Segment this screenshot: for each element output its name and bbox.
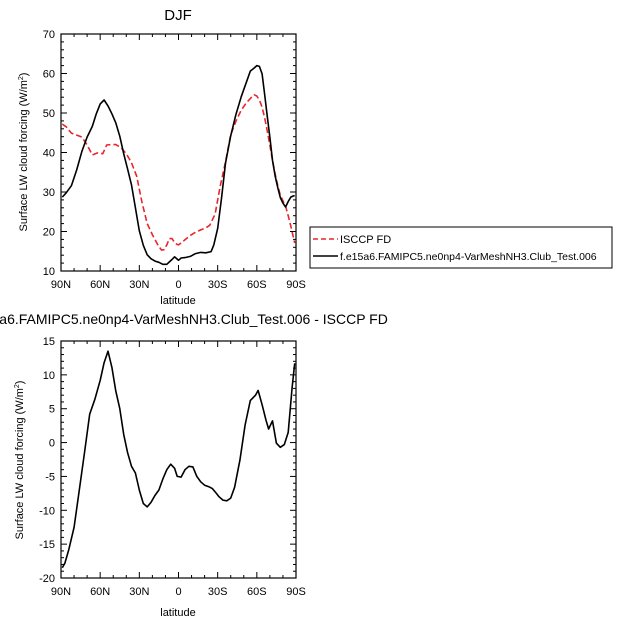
chart-top-xtick-label: 0 (175, 279, 181, 291)
chart-top-ytick-label: 20 (43, 227, 55, 239)
chart-bottom-xtick-label: 60N (90, 586, 110, 598)
chart-bottom-ytick-label: -20 (39, 573, 55, 585)
chart-top: DJF 90N 60N 30N 0 30S 60S 90S 10 20 30 40 50 60 70 la… (18, 7, 306, 307)
chart-bottom-ytick-label: -15 (39, 539, 55, 551)
chart-top-series-line-0 (61, 94, 296, 251)
chart-bottom-xtick-label: 90S (286, 586, 306, 598)
chart-top-ytick-label: 60 (43, 69, 55, 81)
chart-top-series (61, 64, 296, 266)
chart-bottom-xtick-label: 30S (208, 586, 228, 598)
chart-bottom-title: f.e15a6.FAMIPC5.ne0np4-VarMeshNH3.Club_T… (0, 311, 388, 327)
chart-bottom-xtick-label: 90N (51, 586, 71, 598)
chart-top-ylabel: Surface LW cloud forcing (W/m2) (18, 73, 30, 232)
chart-top-xtick-label: 60N (90, 279, 110, 291)
chart-top-ylabel-superscript: 2 (18, 76, 25, 80)
legend-label-isccp: ISCCP FD (340, 234, 391, 246)
chart-top-ytick-label: 10 (43, 266, 55, 278)
chart-bottom-xtick-label: 60S (247, 586, 267, 598)
chart-top-ytick-label: 70 (43, 29, 55, 41)
chart-top-series-line-1 (61, 64, 295, 266)
chart-top-ytick-label: 50 (43, 108, 55, 120)
chart-bottom-ylabel: Surface LW cloud forcing (W/m2) (14, 381, 26, 540)
chart-bottom: f.e15a6.FAMIPC5.ne0np4-VarMeshNH3.Club_T… (0, 311, 388, 619)
chart-bottom-ytick-label: 10 (43, 370, 55, 382)
chart-top-xtick-label: 30N (129, 279, 149, 291)
chart-top-ytick-label: 40 (43, 148, 55, 160)
chart-top-ylabel-text: Surface LW cloud forcing (W/m (18, 80, 30, 231)
chart-bottom-ytick-label: -5 (45, 471, 55, 483)
chart-top-xtick-label: 90N (51, 279, 71, 291)
chart-top-xlabel: latitude (160, 295, 195, 307)
chart-bottom-ylabel-superscript: 2 (14, 384, 21, 388)
legend-box (309, 226, 613, 269)
chart-top-xtick-label: 30S (208, 279, 228, 291)
legend-label-model: f.e15a6.FAMIPC5.ne0np4-VarMeshNH3.Club_T… (340, 251, 597, 263)
chart-bottom-xtick-label: 0 (175, 586, 181, 598)
chart-top-xtick-label: 90S (286, 279, 306, 291)
chart-bottom-xlabel: latitude (160, 607, 195, 619)
chart-bottom-ytick-label: 15 (43, 336, 55, 348)
chart-bottom-ytick-label: -10 (39, 505, 55, 517)
chart-bottom-ylabel-close: ) (14, 381, 26, 385)
chart-top-ylabel-close: ) (18, 73, 30, 77)
chart-top-ticks: 90N 60N 30N 0 30S 60S 90S 10 20 30 40 50 60 70 (43, 29, 306, 291)
chart-bottom-ytick-label: 5 (49, 404, 55, 416)
chart-bottom-ytick-label: 0 (49, 438, 55, 450)
chart-top-title: DJF (164, 7, 192, 24)
chart-bottom-series-line-0 (61, 350, 296, 569)
chart-bottom-series (61, 350, 296, 569)
chart-bottom-plot-area (60, 340, 297, 579)
chart-bottom-xtick-label: 30N (129, 586, 149, 598)
chart-top-legend: ISCCP FD f.e15a6.FAMIPC5.ne0np4-VarMeshN… (309, 226, 613, 269)
chart-top-ytick-label: 30 (43, 187, 55, 199)
chart-bottom-ticks: 90N 60N 30N 0 30S 60S 90S -20 -15 -10 -5 0 5 10 15 (39, 336, 306, 598)
chart-bottom-ylabel-text: Surface LW cloud forcing (W/m (14, 388, 26, 539)
chart-top-xtick-label: 60S (247, 279, 267, 291)
